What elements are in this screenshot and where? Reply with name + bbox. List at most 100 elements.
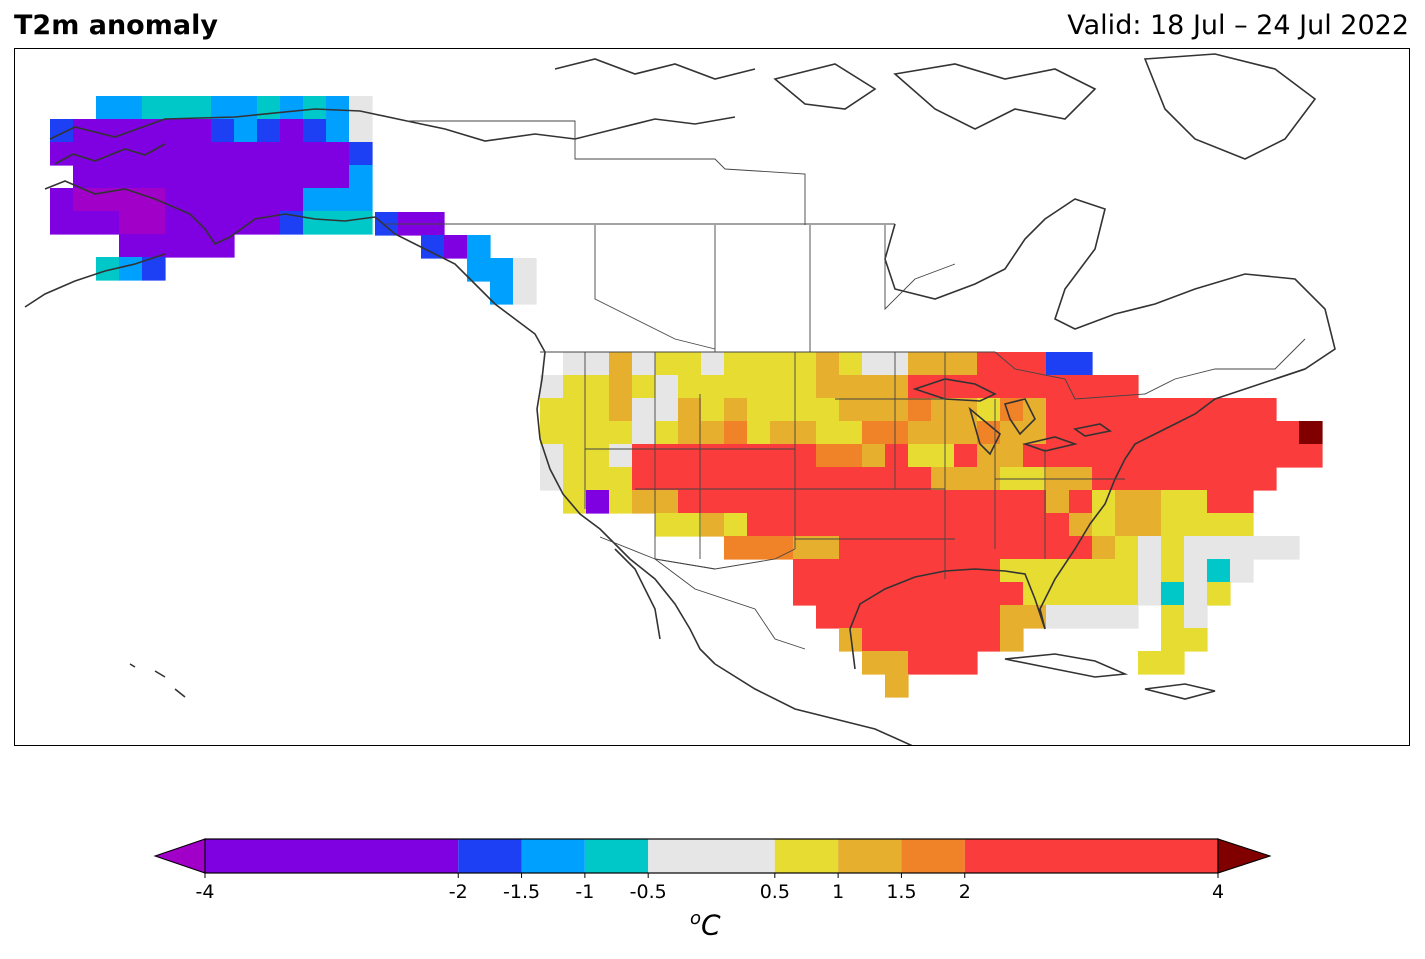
grid-cell [73, 119, 97, 143]
grid-cell [563, 421, 587, 445]
grid-cell [931, 651, 955, 675]
grid-cell [1253, 421, 1277, 445]
grid-cell [954, 605, 978, 629]
grid-cell [1276, 421, 1300, 445]
grid-cell [280, 165, 304, 189]
grid-cell [862, 582, 886, 606]
grid-cell [977, 513, 1001, 537]
grid-cell [349, 142, 373, 166]
grid-cell [839, 513, 863, 537]
grid-cell [96, 188, 120, 212]
grid-cell [816, 490, 840, 514]
grid-cell [50, 211, 74, 235]
grid-cell [931, 605, 955, 629]
grid-cell [119, 96, 143, 120]
grid-cell [1000, 375, 1024, 399]
grid-cell [678, 513, 702, 537]
grid-cell [862, 398, 886, 422]
grid-cell [1115, 421, 1139, 445]
grid-cell [724, 467, 748, 491]
grid-cell [1115, 536, 1139, 560]
grid-cell [954, 559, 978, 583]
grid-cell [1092, 559, 1116, 583]
grid-cell [1092, 536, 1116, 560]
grid-cell [73, 211, 97, 235]
grid-cell [862, 490, 886, 514]
grid-cell [349, 188, 373, 212]
grid-cell [908, 582, 932, 606]
grid-cell [908, 467, 932, 491]
grid-cell [234, 96, 258, 120]
grid-cell [885, 375, 909, 399]
grid-cell [1138, 398, 1162, 422]
grid-cell [678, 421, 702, 445]
colorbar-over-arrow [1217, 838, 1272, 874]
grid-cell [701, 398, 725, 422]
grid-cell [885, 352, 909, 376]
grid-cell [303, 96, 327, 120]
grid-cell [303, 188, 327, 212]
grid-cell [908, 444, 932, 468]
colorbar-tick-label: 1.5 [886, 881, 916, 903]
grid-cell [1138, 513, 1162, 537]
grid-cell [770, 536, 794, 560]
grid-cell [839, 352, 863, 376]
grid-cell [1069, 536, 1093, 560]
grid-cell [954, 490, 978, 514]
grid-cell [701, 421, 725, 445]
grid-cell [1115, 467, 1139, 491]
colorbar-tick-label: -1.5 [503, 881, 540, 903]
grid-cell [839, 559, 863, 583]
grid-cell [1092, 490, 1116, 514]
grid-cell [119, 142, 143, 166]
anomaly-grid [50, 96, 1323, 698]
grid-cell [770, 444, 794, 468]
map-title: T2m anomaly [14, 10, 218, 41]
grid-cell [1138, 490, 1162, 514]
grid-cell [609, 490, 633, 514]
grid-cell [1299, 421, 1323, 445]
grid-cell [747, 375, 771, 399]
grid-cell [1023, 398, 1047, 422]
grid-cell [816, 398, 840, 422]
grid-cell [1115, 513, 1139, 537]
grid-cell [142, 211, 166, 235]
grid-cell [816, 421, 840, 445]
colorbar-unit-label: oC [690, 908, 721, 941]
grid-cell [908, 628, 932, 652]
grid-cell [655, 513, 679, 537]
valid-date-range: Valid: 18 Jul – 24 Jul 2022 [1067, 10, 1409, 41]
grid-cell [770, 352, 794, 376]
grid-cell [793, 444, 817, 468]
grid-cell [839, 467, 863, 491]
grid-cell [1092, 398, 1116, 422]
grid-cell [908, 352, 932, 376]
grid-cell [632, 444, 656, 468]
grid-cell [793, 398, 817, 422]
grid-cell [1207, 398, 1231, 422]
grid-cell [188, 96, 212, 120]
grid-cell [1023, 536, 1047, 560]
grid-cell [257, 119, 281, 143]
colorbar-tick-label: 4 [1212, 881, 1224, 903]
grid-cell [188, 188, 212, 212]
grid-cell [1161, 444, 1185, 468]
grid-cell [50, 142, 74, 166]
grid-cell [885, 674, 909, 698]
grid-cell [563, 398, 587, 422]
grid-cell [747, 467, 771, 491]
grid-cell [303, 165, 327, 189]
grid-cell [1138, 651, 1162, 675]
grid-cell [954, 352, 978, 376]
colorbar-segment [458, 839, 522, 873]
grid-cell [908, 490, 932, 514]
grid-cell [1184, 444, 1208, 468]
grid-cell [954, 398, 978, 422]
grid-cell [747, 490, 771, 514]
state-borders [584, 352, 1125, 579]
grid-cell [977, 490, 1001, 514]
grid-cell [655, 398, 679, 422]
colorbar-tick-label: -2 [449, 881, 468, 903]
grid-cell [862, 421, 886, 445]
grid-cell [1069, 444, 1093, 468]
